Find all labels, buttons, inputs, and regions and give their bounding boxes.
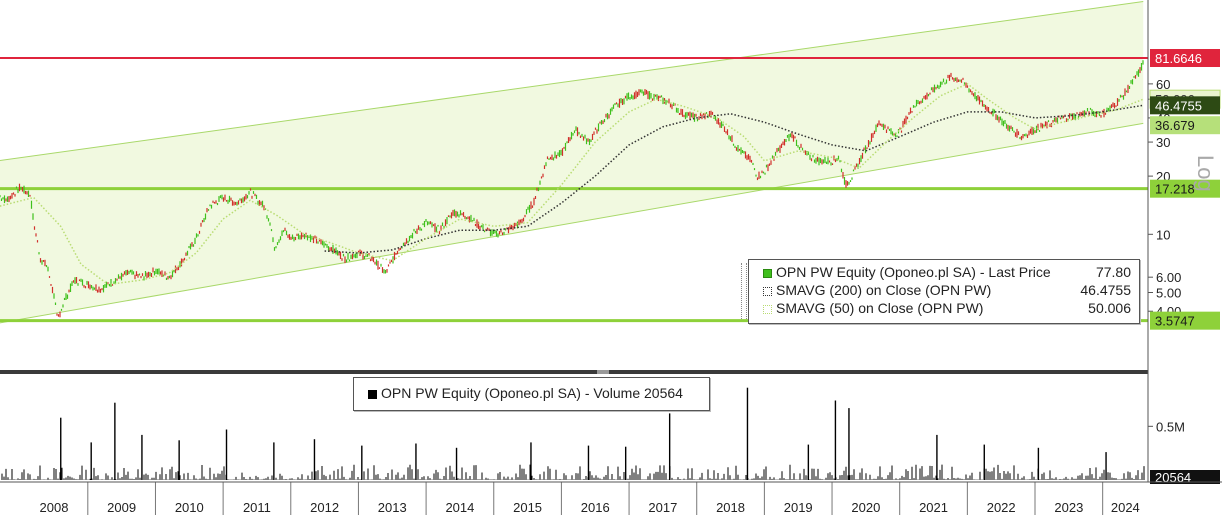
legend-last-price-value: 77.80 [1095,264,1131,280]
legend-last-price-label: OPN PW Equity (Oponeo.pl SA) - Last Pric… [776,264,1051,280]
y-tick-label: 5.00 [1156,285,1181,300]
value-tag-label: 36.679 [1155,118,1195,133]
legend-item-sma200: SMAVG (200) on Close (OPN PW) [763,282,991,299]
legend-sma200-label: SMAVG (200) on Close (OPN PW) [776,282,992,298]
legend-sma50-value: 50.006 [1088,300,1131,316]
value-tag [1150,116,1220,135]
value-tag [1150,96,1220,115]
price-swatch-icon [763,269,772,278]
log-scale-label[interactable]: Log [1193,155,1218,192]
x-tick-label: 2021 [919,500,948,515]
legend-volume-value: 20564 [644,385,683,401]
x-tick-label: 2011 [243,500,271,515]
x-tick-label: 2014 [445,500,474,515]
y-tick-label: 30 [1156,135,1170,150]
panel-divider[interactable] [0,370,1148,374]
x-tick-label: 2016 [581,500,610,515]
x-tick-label: 2019 [784,500,813,515]
x-tick-label: 2010 [175,500,204,515]
x-tick-label: 2008 [40,500,69,515]
volume-tick-label: 0.5M [1156,419,1185,434]
x-tick-label: 2017 [648,500,677,515]
legend-sma50-label: SMAVG (50) on Close (OPN PW) [776,300,984,316]
price-axis: 4.005.006.00102030405060 [1148,77,1181,319]
volume-axis: 0.5M 20564 [1148,419,1220,485]
value-tag [1150,179,1220,198]
panel-divider-grip[interactable] [597,370,609,374]
price-legend[interactable]: OPN PW Equity (Oponeo.pl SA) - Last Pric… [748,259,1140,324]
y-tick-label: 10 [1156,227,1170,242]
legend-item-volume: OPN PW Equity (Oponeo.pl SA) - Volume 20… [368,385,683,402]
sma50-swatch-icon [763,305,772,314]
volume-legend[interactable]: OPN PW Equity (Oponeo.pl SA) - Volume 20… [353,377,710,411]
x-tick-label: 2015 [513,500,542,515]
channel-fill [0,1,1144,323]
x-tick-label: 2024 [1111,500,1140,515]
volume-last-tag-label: 20564 [1155,470,1191,485]
x-tick-label: 2020 [851,500,880,515]
x-tick-label: 2009 [107,500,136,515]
x-axis: 2008 2009 2010 2011 2012 2013 2014 2015 2016 2017… [40,482,1140,515]
y-tick-label: 6.00 [1156,270,1181,285]
x-tick-label: 2022 [987,500,1016,515]
volume-last-tag [1150,470,1220,484]
legend-sma200-value: 46.4755 [1080,282,1131,298]
legend-item-last-price: OPN PW Equity (Oponeo.pl SA) - Last Pric… [763,264,1051,281]
value-tag-label: 81.6646 [1155,51,1202,66]
x-tick-label: 2013 [378,500,407,515]
value-tag-label: 46.4755 [1155,98,1202,113]
volume-panel [1,387,1145,480]
value-tag [1150,49,1220,68]
x-tick-label: 2023 [1054,500,1083,515]
sma50-line [0,83,1144,286]
price-legend-grip[interactable] [741,263,747,319]
legend-volume-label: OPN PW Equity (Oponeo.pl SA) - Volume [381,385,641,401]
y-tick-label: 60 [1156,77,1170,92]
x-tick-label: 2012 [310,500,339,515]
channel-upper-line [0,1,1144,162]
value-tag-label: 3.5747 [1155,314,1195,329]
volume-swatch-icon [368,390,377,399]
x-tick-label: 2018 [716,500,745,515]
sma200-swatch-icon [763,287,772,296]
price-panel [0,1,1148,324]
legend-item-sma50: SMAVG (50) on Close (OPN PW) [763,300,983,317]
value-tag [1150,311,1220,330]
value-tag-label: 17.218 [1155,182,1195,197]
channel-lower-line [0,122,1144,324]
price-series [0,60,1144,318]
